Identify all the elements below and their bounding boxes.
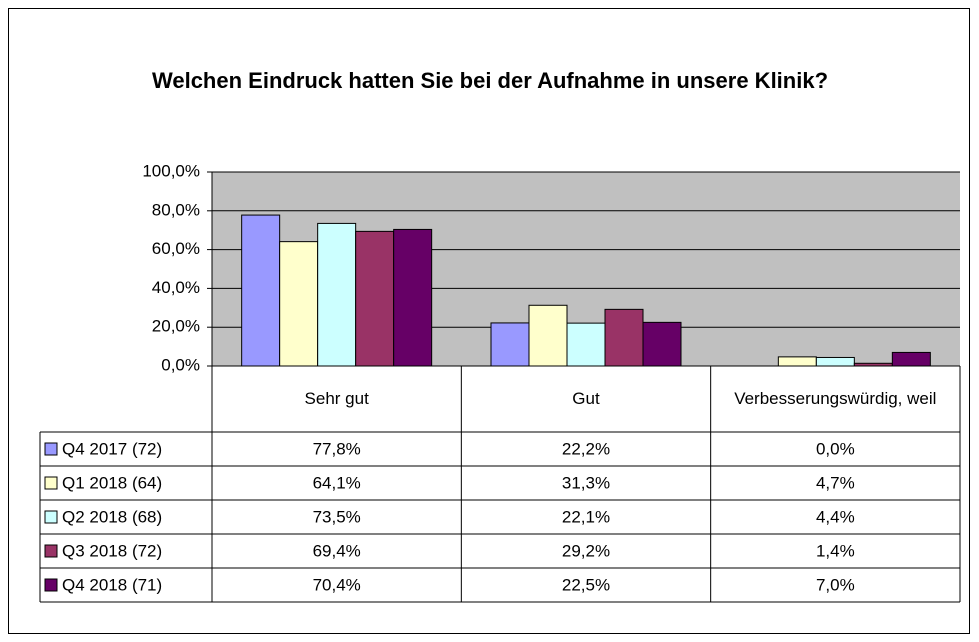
y-tick-label: 20,0% [152,317,200,336]
legend-key [44,442,58,456]
category-box: Verbesserungswürdig, weil [734,389,937,408]
y-tick-label: 60,0% [152,239,200,258]
x-tick-label: Sehr gut [304,389,369,408]
bar [317,222,357,367]
bar [528,304,568,367]
category-box: Sehr gut [304,389,369,408]
bar [490,322,530,367]
table-value: 22,1% [562,507,610,526]
legend-key [44,510,58,524]
bar [279,241,319,367]
bar [604,308,644,367]
table-value: 69,4% [313,541,361,560]
bar [815,356,855,367]
y-tick-label: 40,0% [152,278,200,297]
y-tick-label: 100,0% [142,161,200,180]
legend-label: Q3 2018 (72) [62,541,162,560]
legend-label: Q4 2018 (71) [62,575,162,594]
table-value: 64,1% [313,473,361,492]
table-value: 77,8% [313,439,361,458]
table-value: 4,7% [816,473,855,492]
bar [355,230,395,367]
table-value: 70,4% [313,575,361,594]
bar [241,214,281,367]
legend-key [44,476,58,490]
legend-label: Q2 2018 (68) [62,507,162,526]
table-value: 4,4% [816,507,855,526]
bar [642,321,682,367]
y-tick-label: 0,0% [161,355,200,374]
bar [566,322,606,367]
title-box: Welchen Eindruck hatten Sie bei der Aufn… [151,67,829,93]
legend-label: Q4 2017 (72) [62,439,162,458]
table-value: 0,0% [816,439,855,458]
x-tick-label: Gut [572,389,600,408]
legend-label: Q1 2018 (64) [62,473,162,492]
category-box: Gut [572,389,600,408]
table-value: 1,4% [816,541,855,560]
bar [393,228,433,367]
table-value: 29,2% [562,541,610,560]
y-tick-label: 80,0% [152,200,200,219]
table-value: 7,0% [816,575,855,594]
table-value: 22,5% [562,575,610,594]
chart-title: Welchen Eindruck hatten Sie bei der Aufn… [151,67,829,93]
table-value: 22,2% [562,439,610,458]
legend-key [44,544,58,558]
bar [853,362,893,367]
x-tick-label: Verbesserungswürdig, weil [734,389,937,408]
table-value: 31,3% [562,473,610,492]
bar [891,351,931,367]
bar [777,356,817,367]
table-value: 73,5% [313,507,361,526]
legend-key [44,578,58,592]
